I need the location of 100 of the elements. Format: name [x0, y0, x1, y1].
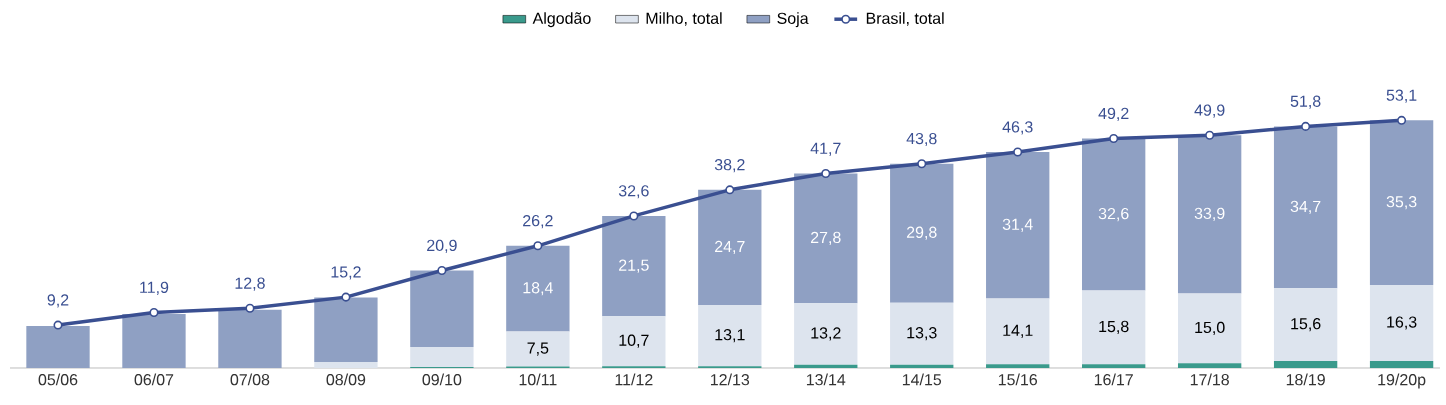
x-tick-label: 19/20p [1378, 373, 1426, 389]
data-label: 16,3 [1387, 316, 1417, 330]
data-label: 26,2 [523, 214, 553, 229]
point [1397, 115, 1407, 125]
data-label: 18,4 [523, 282, 553, 296]
data-label: 29,8 [906, 226, 937, 240]
data-label: 34,7 [1290, 200, 1321, 214]
x-tick-label: 18/19 [1286, 373, 1325, 386]
bar [698, 189, 762, 306]
data-label: 46,3 [1002, 121, 1033, 135]
bar [1082, 138, 1146, 291]
point [437, 265, 447, 276]
x-tick-label: 12/13 [710, 373, 750, 386]
data-label: 38,2 [714, 159, 745, 173]
bar [314, 361, 378, 368]
point [53, 320, 63, 330]
point [821, 168, 831, 179]
bar [314, 297, 378, 362]
x-tick-label: 15/16 [998, 373, 1038, 386]
legend-label: Brasil, total [866, 12, 944, 26]
data-label: 51,8 [1290, 95, 1321, 109]
bar [410, 270, 474, 348]
bar [1177, 293, 1242, 364]
x-tick-label: 17/18 [1190, 373, 1229, 386]
x-tick-label: 13/14 [806, 373, 846, 386]
bar [1273, 126, 1338, 289]
bar [1082, 364, 1146, 368]
data-label: 12,8 [235, 277, 265, 291]
bar [1082, 290, 1146, 365]
data-label: 15,2 [331, 266, 361, 280]
x-tick-label: 05/06 [38, 373, 78, 386]
data-label: 13,3 [907, 327, 937, 341]
bar [890, 163, 954, 303]
data-label: 27,8 [810, 231, 841, 245]
data-label: 35,3 [1386, 196, 1417, 210]
bar [794, 173, 858, 304]
bar [986, 364, 1050, 368]
data-label: 13,1 [715, 328, 745, 343]
data-label: 11,9 [140, 281, 169, 295]
data-label: 9,2 [47, 294, 69, 308]
data-label: 7,5 [527, 342, 549, 356]
point [533, 241, 543, 251]
bar [122, 313, 186, 368]
point [917, 159, 927, 169]
data-label: 41,7 [810, 142, 841, 156]
bar [1273, 361, 1338, 368]
x-tick-label: 14/15 [902, 373, 942, 386]
x-tick-label: 08/09 [326, 373, 366, 386]
bar [794, 364, 858, 368]
data-label: 49,2 [1098, 107, 1129, 121]
data-label: 15,6 [1291, 318, 1321, 332]
bar [1177, 363, 1242, 368]
x-tick-label: 11/12 [615, 373, 653, 386]
bar [410, 347, 474, 368]
data-label: 10,7 [619, 334, 649, 348]
bar [506, 331, 570, 367]
x-tick-label: 06/07 [134, 373, 174, 386]
data-label: 33,9 [1194, 207, 1225, 221]
point [1109, 133, 1119, 144]
data-label: 21,5 [619, 259, 649, 273]
bar [986, 298, 1050, 365]
x-tick-label: 10/11 [519, 373, 557, 386]
point [629, 211, 639, 221]
data-label: 13,2 [811, 327, 841, 341]
bar [698, 305, 762, 367]
bar [1177, 135, 1242, 294]
bar [26, 326, 90, 368]
data-label: 32,6 [1098, 207, 1129, 222]
bar [602, 316, 666, 367]
bar [1369, 120, 1434, 285]
data-label: 24,7 [715, 240, 745, 255]
data-label: 31,4 [1002, 218, 1033, 232]
bar [890, 302, 954, 365]
bar [602, 215, 666, 317]
bar [890, 364, 954, 368]
data-label: 20,9 [427, 239, 457, 253]
bar [506, 245, 570, 332]
data-label: 49,9 [1194, 104, 1225, 118]
legend-label: Soja [777, 12, 809, 28]
bar [794, 303, 858, 365]
bar [1369, 361, 1434, 368]
point [1301, 121, 1311, 131]
x-tick-label: 09/10 [422, 373, 462, 386]
data-label: 15,0 [1195, 321, 1225, 335]
point [725, 185, 735, 195]
bar [1273, 288, 1338, 361]
bar [986, 152, 1050, 299]
data-label: 43,8 [906, 132, 937, 147]
data-label: 32,6 [618, 185, 649, 199]
point [149, 307, 159, 318]
x-tick-label: 16/17 [1094, 373, 1133, 386]
legend-label: Algodão [532, 12, 591, 28]
bar [218, 309, 282, 368]
data-label: 15,8 [1099, 320, 1129, 335]
point [341, 292, 351, 302]
data-label: 53,1 [1386, 89, 1417, 103]
x-tick-label: 07/08 [230, 373, 270, 386]
legend-label: Milho, total [646, 12, 722, 26]
bar [1369, 284, 1434, 361]
point [245, 303, 255, 313]
